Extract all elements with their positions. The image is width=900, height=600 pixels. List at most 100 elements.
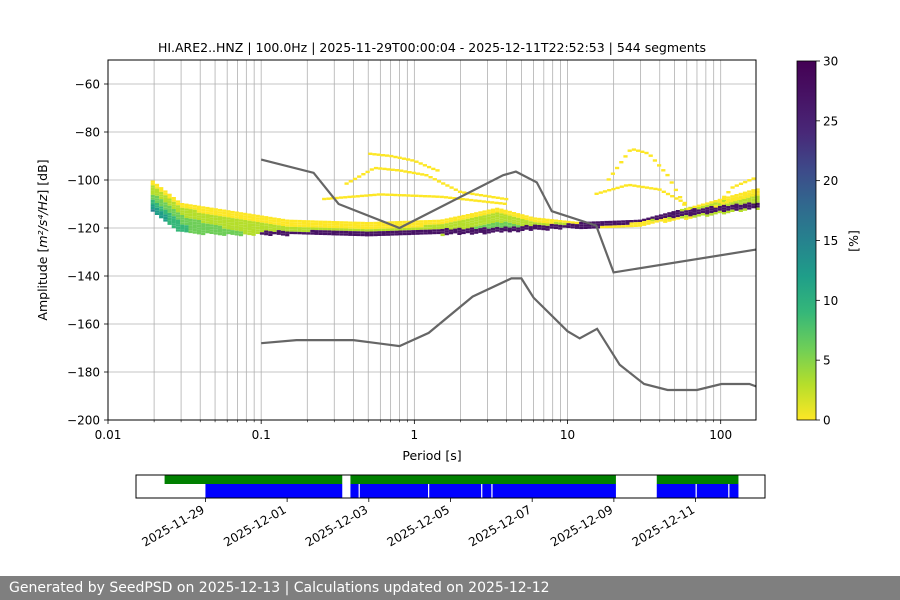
heatmap-cell: [201, 215, 206, 219]
heatmap-outlier-cell: [745, 195, 751, 198]
heatmap-cell: [499, 225, 504, 228]
heatmap-outlier-cell: [610, 172, 615, 175]
heatmap-cell: [457, 232, 462, 235]
heatmap-cell: [322, 230, 328, 233]
heatmap-cell: [465, 230, 470, 234]
heatmap-cell: [205, 209, 210, 212]
heatmap-cell: [692, 210, 697, 213]
heatmap-cell: [352, 233, 357, 236]
heatmap-cell: [486, 216, 491, 220]
heatmap-cell: [528, 221, 533, 224]
timeline-gap: [728, 484, 730, 498]
heatmap-outlier-cell: [734, 184, 739, 187]
heatmap-cell: [360, 233, 365, 237]
heatmap-cell: [507, 222, 512, 226]
heatmap-cell: [482, 212, 487, 216]
heatmap-cell: [159, 215, 164, 219]
heatmap-outlier-cell: [389, 193, 394, 196]
heatmap-cell: [658, 216, 664, 220]
heatmap-cell: [276, 225, 281, 228]
heatmap-cell: [440, 228, 445, 232]
heatmap-cell: [184, 203, 189, 206]
heatmap-cell: [453, 219, 458, 222]
heatmap-cell: [713, 212, 718, 215]
heatmap-cell: [755, 205, 760, 208]
heatmap-cell: [301, 220, 307, 223]
heatmap-cell: [448, 229, 454, 232]
heatmap-cell: [516, 215, 521, 218]
chart-title: HI.ARE2..HNZ | 100.0Hz | 2025-11-29T00:0…: [158, 40, 706, 55]
heatmap-cell: [154, 212, 160, 215]
heatmap-cell: [465, 216, 470, 219]
heatmap-cell: [667, 219, 672, 222]
heatmap-cell: [150, 194, 155, 198]
heatmap-cell: [570, 226, 575, 229]
heatmap-cell: [163, 216, 168, 220]
heatmap-outlier-cell: [364, 194, 369, 197]
heatmap-cell: [738, 195, 743, 198]
heatmap-cell: [154, 193, 160, 196]
heatmap-outlier-cell: [376, 193, 381, 196]
heatmap-cell: [738, 204, 743, 208]
heatmap-cell: [196, 224, 202, 228]
heatmap-cell: [285, 233, 290, 237]
heatmap-cell: [159, 208, 164, 212]
heatmap-cell: [717, 198, 722, 202]
heatmap-cell: [213, 227, 218, 230]
heatmap-cell: [360, 231, 365, 234]
heatmap-outlier-cell: [445, 184, 450, 187]
heatmap-cell: [280, 226, 286, 229]
heatmap-cell: [570, 221, 575, 224]
heatmap-outlier-cell: [636, 185, 641, 188]
heatmap-cell: [524, 224, 529, 228]
heatmap-cell: [537, 220, 542, 223]
heatmap-cell: [579, 221, 584, 225]
heatmap-outlier-cell: [401, 194, 407, 197]
heatmap-cell: [726, 206, 731, 209]
heatmap-outlier-cell: [357, 175, 362, 178]
heatmap-cell: [721, 200, 727, 203]
heatmap-cell: [196, 229, 202, 232]
heatmap-cell: [381, 223, 386, 227]
plot-background: [108, 60, 756, 420]
heatmap-outlier-cell: [351, 195, 356, 198]
heatmap-cell: [411, 225, 416, 228]
heatmap-outlier-cell: [487, 195, 492, 198]
heatmap-cell: [364, 229, 370, 232]
heatmap-cell: [331, 233, 336, 236]
heatmap-cell: [499, 223, 504, 226]
heatmap-cell: [457, 230, 462, 233]
heatmap-cell: [373, 231, 378, 234]
heatmap-outlier-cell: [657, 164, 662, 167]
x-tick-label: 100: [709, 428, 732, 442]
heatmap-cell: [289, 229, 294, 232]
heatmap-cell: [566, 220, 571, 224]
heatmap-cell: [230, 230, 235, 233]
heatmap-cell: [163, 209, 168, 212]
heatmap-cell: [486, 221, 491, 224]
heatmap-cell: [226, 219, 231, 223]
heatmap-cell: [587, 226, 592, 229]
heatmap-cell: [465, 228, 470, 231]
heatmap-cell: [495, 207, 500, 211]
heatmap-cell: [226, 212, 231, 215]
colorbar-tick-label: 30: [823, 55, 838, 69]
heatmap-cell: [322, 227, 328, 231]
heatmap-outlier-cell: [607, 189, 612, 192]
heatmap-cell: [339, 226, 344, 229]
heatmap-cell: [474, 226, 479, 229]
heatmap-cell: [209, 217, 214, 220]
heatmap-cell: [255, 217, 260, 220]
heatmap-cell: [188, 209, 193, 212]
heatmap-cell: [272, 219, 277, 223]
heatmap-cell: [167, 215, 172, 218]
heatmap-cell: [356, 233, 361, 237]
heatmap-cell: [717, 203, 722, 206]
heatmap-outlier-cell: [469, 198, 474, 202]
heatmap-cell: [524, 215, 529, 218]
heatmap-cell: [402, 228, 407, 231]
heatmap-cell: [440, 224, 445, 227]
heatmap-cell: [721, 204, 727, 208]
heatmap-cell: [335, 230, 340, 234]
heatmap-cell: [209, 214, 214, 218]
